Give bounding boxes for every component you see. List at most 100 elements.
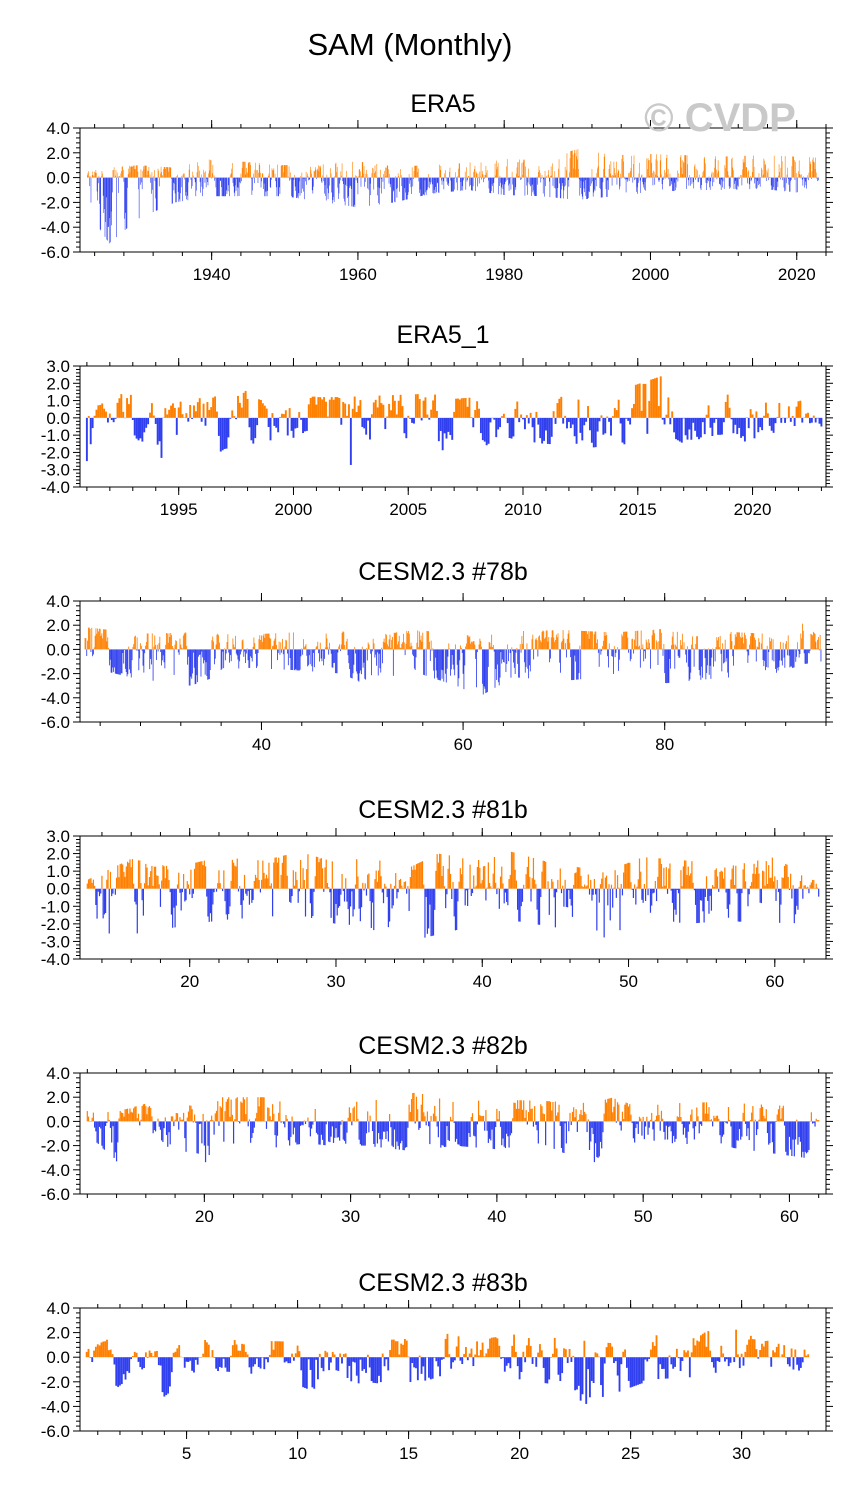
bar bbox=[700, 177, 701, 189]
x-tick-label: 10 bbox=[288, 1444, 307, 1463]
bar bbox=[514, 1351, 517, 1358]
bar bbox=[346, 170, 347, 178]
bar bbox=[235, 866, 237, 889]
bar bbox=[445, 649, 446, 674]
bar bbox=[798, 886, 800, 889]
bar bbox=[153, 866, 155, 889]
bar bbox=[450, 1357, 453, 1369]
bar bbox=[101, 171, 103, 178]
bar bbox=[721, 1121, 723, 1137]
bar bbox=[240, 173, 242, 178]
bar bbox=[689, 649, 691, 680]
bar bbox=[741, 632, 743, 650]
bar bbox=[393, 632, 395, 650]
bar bbox=[163, 168, 164, 178]
bar bbox=[196, 1357, 199, 1365]
bar bbox=[180, 177, 181, 194]
bar bbox=[747, 177, 748, 184]
bar bbox=[204, 866, 207, 889]
bar bbox=[357, 1357, 360, 1384]
bar bbox=[276, 1121, 279, 1136]
y-tick-label: -3.0 bbox=[41, 461, 70, 480]
bar bbox=[246, 1354, 249, 1358]
bar bbox=[687, 649, 689, 667]
bar bbox=[689, 175, 690, 178]
bar bbox=[112, 170, 114, 178]
bar bbox=[733, 177, 735, 190]
bar bbox=[457, 1336, 460, 1358]
bar-series bbox=[86, 1092, 820, 1163]
bar bbox=[557, 1112, 559, 1122]
bar bbox=[650, 649, 651, 669]
bar bbox=[617, 173, 618, 178]
bar bbox=[768, 865, 770, 889]
bar bbox=[812, 159, 813, 178]
bar bbox=[593, 634, 595, 650]
bar bbox=[410, 177, 411, 181]
bar bbox=[622, 1351, 625, 1358]
bar bbox=[316, 170, 318, 178]
bar bbox=[558, 168, 559, 178]
bar bbox=[612, 175, 614, 178]
bar bbox=[315, 856, 318, 889]
bar bbox=[464, 171, 466, 178]
bar bbox=[572, 1355, 575, 1358]
bar bbox=[709, 1350, 712, 1358]
bar bbox=[140, 645, 142, 650]
bar bbox=[521, 888, 524, 902]
bar bbox=[284, 165, 286, 178]
bar bbox=[231, 1114, 233, 1122]
bar bbox=[185, 413, 188, 418]
bar bbox=[215, 1110, 218, 1122]
bar bbox=[174, 644, 176, 650]
bar bbox=[648, 1121, 650, 1128]
bar bbox=[415, 1096, 418, 1122]
bar bbox=[147, 633, 149, 650]
bar bbox=[722, 878, 725, 889]
bar bbox=[758, 873, 760, 889]
bar bbox=[478, 177, 480, 184]
bar bbox=[790, 177, 792, 180]
bar bbox=[448, 1121, 450, 1141]
bar bbox=[772, 1350, 775, 1358]
bar bbox=[591, 631, 593, 650]
bar bbox=[142, 171, 144, 178]
bar bbox=[470, 643, 472, 650]
bar bbox=[538, 636, 540, 650]
bar bbox=[221, 417, 224, 451]
bar bbox=[212, 888, 214, 905]
bar bbox=[690, 649, 692, 673]
bar bbox=[185, 632, 187, 650]
bar bbox=[792, 885, 794, 889]
bar bbox=[660, 154, 662, 178]
bar bbox=[113, 170, 114, 178]
bar bbox=[509, 1121, 511, 1136]
bar bbox=[128, 646, 130, 650]
bar bbox=[326, 882, 329, 889]
bar bbox=[518, 649, 519, 678]
bar bbox=[742, 1357, 745, 1366]
bar bbox=[615, 888, 617, 898]
bar bbox=[374, 399, 377, 418]
bar bbox=[639, 162, 640, 178]
bar bbox=[751, 177, 752, 180]
bar bbox=[548, 177, 550, 182]
bar bbox=[599, 648, 601, 650]
bar bbox=[768, 177, 770, 181]
bar bbox=[401, 1121, 403, 1141]
bar bbox=[817, 177, 818, 182]
bar bbox=[458, 881, 460, 889]
bar bbox=[98, 1121, 101, 1127]
bar bbox=[802, 177, 804, 186]
bar bbox=[201, 177, 203, 187]
y-tick-label: 2.0 bbox=[46, 1088, 70, 1107]
bar bbox=[795, 177, 797, 193]
bar bbox=[397, 400, 400, 418]
bar bbox=[131, 165, 133, 178]
bar bbox=[793, 888, 795, 924]
bar bbox=[341, 1120, 343, 1122]
bar bbox=[665, 649, 667, 684]
bar bbox=[169, 167, 170, 178]
bar bbox=[174, 888, 176, 928]
bar bbox=[164, 166, 166, 178]
